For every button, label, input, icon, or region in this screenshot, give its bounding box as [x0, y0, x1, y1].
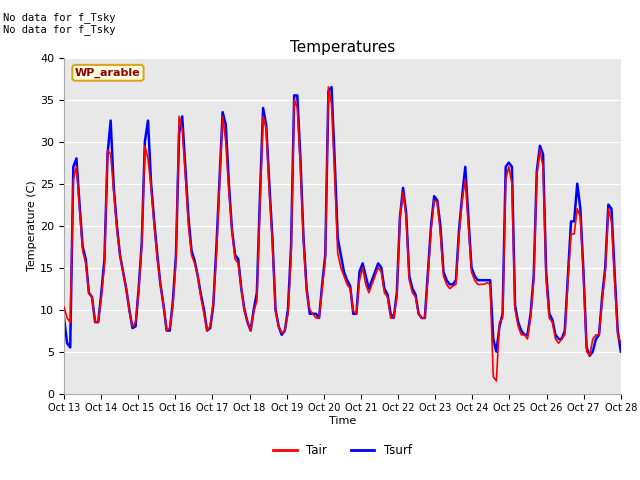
Tair [324, 84, 332, 90]
Tsurf [605, 202, 612, 207]
Tair [605, 206, 612, 212]
Tair [125, 308, 133, 314]
Text: WP_arable: WP_arable [75, 68, 141, 78]
X-axis label: Time: Time [329, 416, 356, 426]
Tair [70, 177, 77, 182]
Line: Tsurf: Tsurf [64, 87, 621, 356]
Tsurf [125, 307, 133, 312]
Text: No data for f_Tsky: No data for f_Tsky [3, 12, 116, 23]
Legend: Tair, Tsurf: Tair, Tsurf [268, 439, 417, 462]
Tair [60, 304, 68, 310]
Text: No data for f_Tsky: No data for f_Tsky [3, 24, 116, 35]
Tsurf [328, 84, 335, 90]
Tsurf [272, 307, 280, 312]
Tsurf [175, 130, 183, 136]
Tair [493, 378, 500, 384]
Tsurf [558, 336, 566, 342]
Tsurf [617, 348, 625, 354]
Tsurf [70, 164, 77, 170]
Tair [617, 340, 625, 346]
Tair [561, 332, 569, 338]
Tsurf [586, 353, 593, 359]
Tsurf [60, 315, 68, 321]
Line: Tair: Tair [64, 87, 621, 381]
Tair [272, 308, 280, 314]
Title: Temperatures: Temperatures [290, 40, 395, 55]
Tair [175, 114, 183, 120]
Y-axis label: Temperature (C): Temperature (C) [28, 180, 37, 271]
